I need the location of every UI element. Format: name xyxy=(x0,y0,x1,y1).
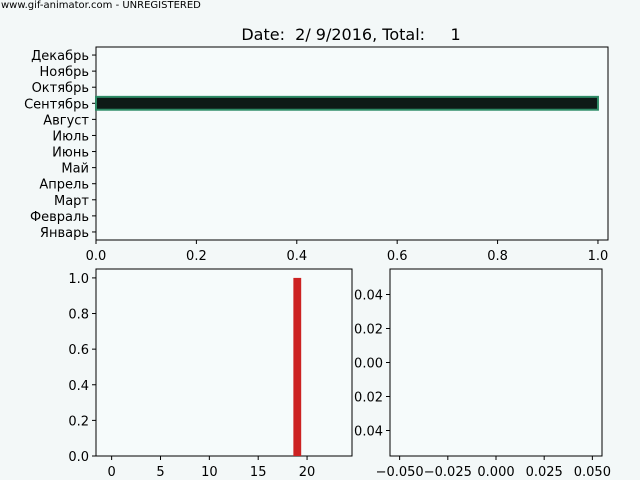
left-chart-plot-area xyxy=(95,268,353,457)
top-chart-y-tick-label: Май xyxy=(61,162,89,177)
top-chart-y-tick-label: Ноябрь xyxy=(40,65,89,80)
top-chart-x-tick-label: 0.4 xyxy=(286,249,307,264)
watermark-text: www.gif-animator.com - UNREGISTERED xyxy=(1,0,201,11)
right-chart-y-tick-label: 0.00 xyxy=(354,357,383,372)
right-chart-plot-area xyxy=(389,268,603,457)
top-chart-y-tick-label: Январь xyxy=(40,226,89,241)
left-chart-bar xyxy=(293,277,302,456)
top-chart-x-tick-label: 1.0 xyxy=(588,249,609,264)
top-chart-y-tick-label: Сентябрь xyxy=(24,97,89,112)
left-chart-x-tick-label: 10 xyxy=(201,465,218,480)
left-chart-y-tick-label: 1.0 xyxy=(68,272,89,287)
left-chart-y-tick-label: 0.4 xyxy=(68,379,89,394)
top-chart-y-tick-label: Февраль xyxy=(30,210,89,225)
right-chart-y-tick-label: 0.04 xyxy=(354,425,383,440)
top-chart-y-tick-label: Октябрь xyxy=(32,81,89,96)
right-chart-y-tick-label: 0.04 xyxy=(354,289,383,304)
bottom-right-chart-empty-scatter: −0.050 −0.025 0.000 0.025 0.050 0.04 0.02 0.00 0… xyxy=(354,268,611,480)
left-chart-y-tick-label: 0.6 xyxy=(68,343,89,358)
right-chart-y-tick-label: 0.02 xyxy=(354,323,383,338)
left-chart-x-tick-label: 0 xyxy=(107,465,115,480)
top-chart-y-tick-label: Июль xyxy=(52,129,89,144)
right-chart-x-tick-label: 0.000 xyxy=(477,465,514,480)
top-chart-plot-area xyxy=(95,46,609,241)
right-chart-y-tick-label: 0.02 xyxy=(354,391,383,406)
top-chart-x-tick-label: 0.0 xyxy=(86,249,107,264)
top-chart-bar xyxy=(95,95,599,111)
top-chart-x-tick-label: 0.2 xyxy=(186,249,207,264)
top-chart-y-tick-label: Март xyxy=(54,194,89,209)
right-chart-x-tick-label: −0.050 xyxy=(376,465,424,480)
bottom-left-chart-bar: 0 5 10 15 20 0.0 0.2 0.4 0.6 0.8 1.0 xyxy=(68,268,353,480)
right-chart-x-tick-label: 0.025 xyxy=(526,465,563,480)
top-chart-x-tick-label: 0.6 xyxy=(387,249,408,264)
left-chart-y-tick-label: 0.8 xyxy=(68,308,89,323)
top-chart-title: Date: 2/ 9/2016, Total: 1 xyxy=(241,25,460,44)
right-chart-x-tick-label: −0.025 xyxy=(424,465,472,480)
right-chart-x-tick-label: 0.050 xyxy=(574,465,611,480)
left-chart-x-tick-label: 20 xyxy=(299,465,316,480)
left-chart-y-tick-label: 0.0 xyxy=(68,450,89,465)
top-chart-y-tick-label: Август xyxy=(43,113,89,128)
left-chart-x-tick-label: 5 xyxy=(156,465,164,480)
top-chart-y-tick-label: Декабрь xyxy=(31,49,89,64)
top-chart-y-tick-label: Июнь xyxy=(52,146,89,161)
left-chart-x-tick-label: 15 xyxy=(250,465,267,480)
top-chart-x-tick-label: 0.8 xyxy=(487,249,508,264)
top-chart-y-tick-label: Апрель xyxy=(39,178,89,193)
left-chart-y-tick-label: 0.2 xyxy=(68,414,89,429)
